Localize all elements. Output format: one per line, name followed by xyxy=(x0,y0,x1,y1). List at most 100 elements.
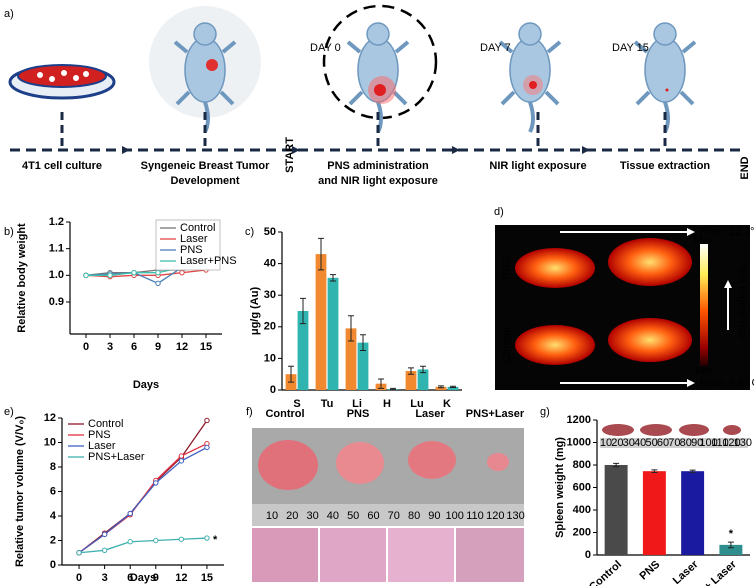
y-tick-label: 1.2 xyxy=(49,216,64,228)
data-point xyxy=(153,537,159,544)
x-tick-label: Li xyxy=(352,398,362,410)
y-tick-label: 40 xyxy=(264,258,276,270)
y-axis-title: Relative body weight xyxy=(16,223,28,333)
data-point xyxy=(178,458,185,464)
y-tick-label: 1.0 xyxy=(49,269,64,281)
panel-label: d) xyxy=(494,206,504,218)
error-bar xyxy=(378,378,384,389)
ruler-label: 80 xyxy=(680,437,692,449)
data-point xyxy=(178,453,185,459)
ruler-label: 70 xyxy=(668,437,680,449)
bar xyxy=(447,386,459,390)
y-tick-label: 2 xyxy=(50,534,56,546)
legend-label: Control xyxy=(88,418,123,430)
bar xyxy=(417,369,429,390)
panel-label: b) xyxy=(4,226,14,238)
x-tick-label: 0 xyxy=(83,341,89,353)
ruler-label: 90 xyxy=(691,437,703,449)
bar xyxy=(435,386,447,390)
legend-label: Laser xyxy=(180,233,208,245)
legend-label: Laser xyxy=(88,440,116,452)
error-bar xyxy=(450,385,456,388)
x-tick-label: 15 xyxy=(200,341,212,353)
data-point xyxy=(83,272,89,279)
ruler-label: 110 xyxy=(466,510,484,522)
ruler-label: 30 xyxy=(306,510,318,522)
ruler-label: 130 xyxy=(734,437,752,449)
start-label: START xyxy=(284,137,296,173)
group-label: Laser xyxy=(415,408,445,420)
error-bar xyxy=(330,274,336,282)
data-point xyxy=(107,272,113,279)
ruler-label: 20 xyxy=(611,437,623,449)
x-tick-label: H xyxy=(383,398,391,410)
x-tick-label: 0 xyxy=(76,572,82,584)
y-axis-title: Relative tumor volume (V/V₀) xyxy=(14,416,26,567)
y-tick-label: 1000 xyxy=(567,436,591,448)
error-bar xyxy=(689,469,696,473)
series-line xyxy=(78,537,207,554)
error-bar xyxy=(420,365,426,374)
bar xyxy=(357,342,369,390)
step-label: and NIR light exposure xyxy=(318,175,438,187)
error-bar xyxy=(360,334,366,351)
step-label: NIR light exposure xyxy=(489,160,586,172)
scale-label: Max xyxy=(694,234,715,246)
legend-label: Laser+PNS xyxy=(180,255,237,267)
x-tick-label: Control xyxy=(587,558,624,586)
legend-label: PNS xyxy=(88,429,111,441)
x-tick-label: K xyxy=(443,398,451,410)
x-tick-label: 9 xyxy=(155,341,161,353)
ruler-label: 60 xyxy=(367,510,379,522)
ruler-label: 10 xyxy=(600,437,612,449)
data-point xyxy=(153,480,159,486)
arrow-head xyxy=(292,146,300,154)
x-tick-label: S xyxy=(293,398,300,410)
bar xyxy=(405,371,417,390)
data-point xyxy=(204,417,210,424)
y-tick-label: 8 xyxy=(50,461,56,473)
y-tick-label: 600 xyxy=(573,481,591,493)
annotation: * xyxy=(213,534,218,546)
x-tick-label: Laser xyxy=(671,558,701,586)
x-tick-label: Tu xyxy=(321,398,334,410)
data-point xyxy=(131,269,137,276)
error-bar xyxy=(727,541,734,549)
error-bar xyxy=(438,385,444,389)
bar xyxy=(297,311,309,390)
y-axis-title: μg/g (Au) xyxy=(249,287,261,336)
ruler-label: 120 xyxy=(722,437,740,449)
row-label: Control xyxy=(501,327,513,362)
group-label: PNS xyxy=(347,408,370,420)
arrow-head xyxy=(582,146,590,154)
data-point xyxy=(101,547,108,553)
bar xyxy=(719,544,743,555)
legend-label: PNS xyxy=(180,244,203,256)
annotation: * xyxy=(729,528,734,540)
ruler-label: 50 xyxy=(645,437,657,449)
data-point xyxy=(204,535,210,541)
y-tick-label: 10 xyxy=(264,352,276,364)
y-tick-label: 0 xyxy=(270,384,276,396)
y-axis-title: Spleen weight (mg) xyxy=(554,437,566,538)
ruler-label: 70 xyxy=(388,510,400,522)
x-axis-title: Days xyxy=(133,379,159,391)
ruler-label: 100 xyxy=(446,510,464,522)
x-tick-label: Lu xyxy=(410,398,423,410)
data-point xyxy=(127,510,133,517)
side-note: 78% Higher rise xyxy=(736,261,748,339)
step-label: PNS administration xyxy=(327,160,429,172)
data-point xyxy=(204,444,210,451)
data-point xyxy=(179,269,185,276)
group-label: Control xyxy=(265,408,304,420)
data-point xyxy=(155,280,161,287)
y-tick-label: 200 xyxy=(573,526,591,538)
ruler-label: 40 xyxy=(634,437,646,449)
panel-label: e) xyxy=(4,406,14,418)
y-tick-label: 400 xyxy=(573,504,591,516)
series-line xyxy=(78,446,208,554)
y-tick-label: 10 xyxy=(44,436,56,448)
error-bar xyxy=(613,462,620,468)
ruler-label: 90 xyxy=(428,510,440,522)
